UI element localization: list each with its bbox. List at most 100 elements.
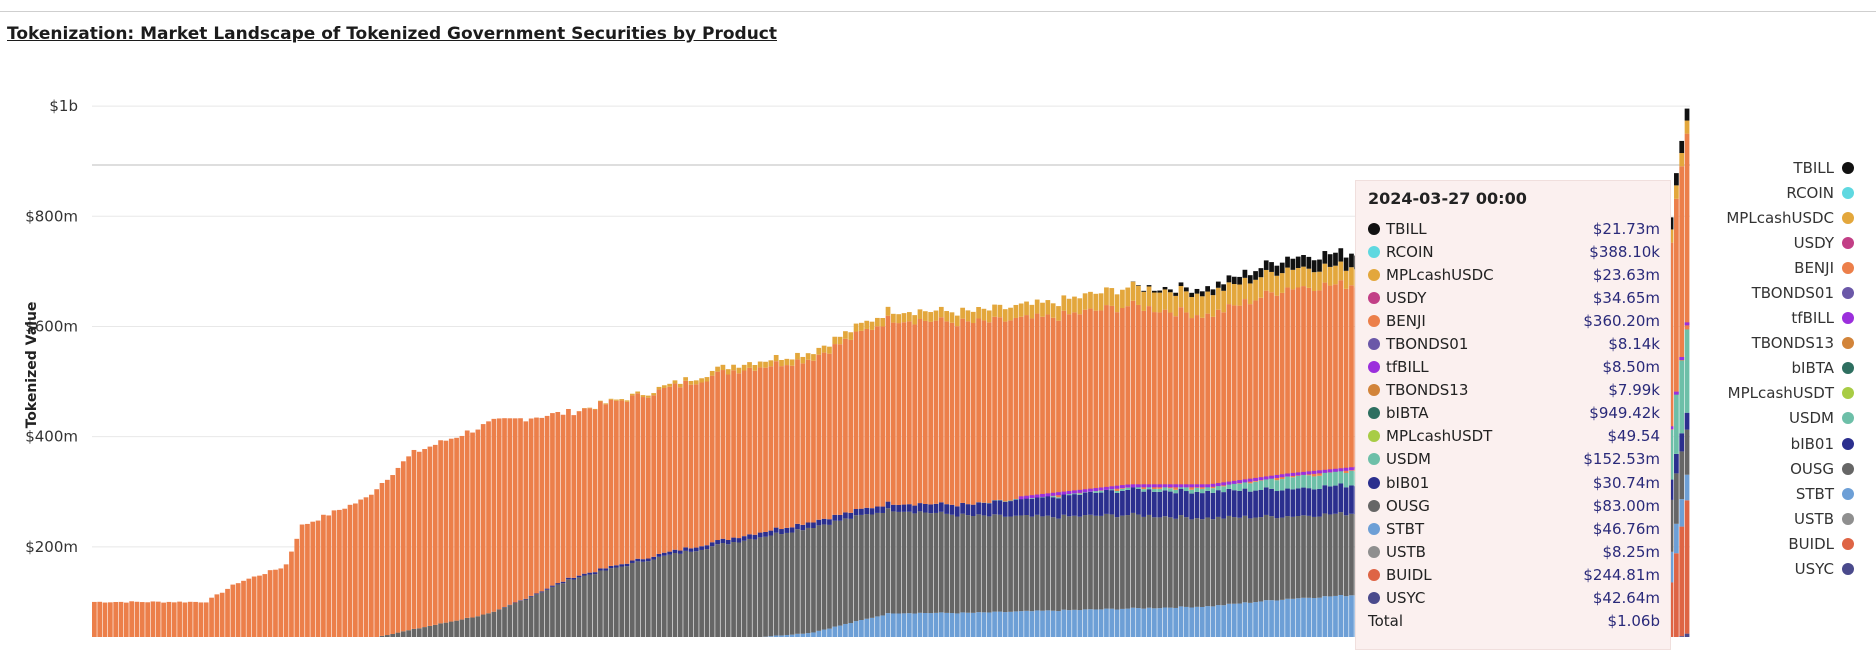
bar-segment-ousg[interactable]	[1147, 515, 1152, 608]
bar-segment-bib01[interactable]	[784, 528, 789, 533]
bar-segment-benji[interactable]	[225, 589, 230, 637]
bar-segment-mpl[interactable]	[635, 392, 640, 394]
bar-segment-tfbill[interactable]	[1322, 470, 1327, 473]
bar-segment-bib01[interactable]	[625, 564, 630, 566]
bar-segment-mpl[interactable]	[731, 365, 736, 371]
bar-segment-tbill[interactable]	[1685, 109, 1690, 121]
bar-segment-ousg[interactable]	[742, 541, 747, 637]
bar-segment-bib01[interactable]	[982, 503, 987, 516]
bar-segment-ousg[interactable]	[886, 508, 891, 613]
bar-segment-mpl[interactable]	[1115, 294, 1120, 312]
bar-segment-ousg[interactable]	[657, 557, 662, 637]
bar-segment-bib01[interactable]	[838, 515, 843, 521]
bar-segment-bib01[interactable]	[699, 546, 704, 550]
bar-segment-tbill[interactable]	[1163, 287, 1168, 289]
bar-segment-benji[interactable]	[630, 395, 635, 560]
bar-segment-bib01[interactable]	[939, 502, 944, 512]
bar-segment-benji[interactable]	[678, 387, 683, 550]
bar-segment-benji[interactable]	[513, 418, 518, 602]
bar-segment-mpl[interactable]	[960, 308, 965, 319]
bar-segment-ousg[interactable]	[1674, 473, 1679, 523]
bar-segment-ousg[interactable]	[966, 515, 971, 613]
bar-segment-bib01[interactable]	[1232, 490, 1237, 517]
bar-segment-ousg[interactable]	[417, 628, 422, 637]
bar-segment-tbill[interactable]	[1338, 248, 1343, 261]
bar-segment-benji[interactable]	[880, 326, 885, 506]
bar-segment-stbt[interactable]	[1280, 600, 1285, 637]
bar-segment-ousg[interactable]	[428, 626, 433, 637]
bar-segment-mpl[interactable]	[1312, 272, 1317, 291]
bar-segment-bib01[interactable]	[1109, 490, 1114, 514]
bar-segment-mpl[interactable]	[955, 316, 960, 327]
bar-segment-tfbill[interactable]	[1152, 484, 1157, 487]
bar-segment-bib01[interactable]	[923, 504, 928, 513]
bar-segment-ousg[interactable]	[1029, 517, 1034, 612]
bar-segment-benji[interactable]	[635, 393, 640, 558]
bar-segment-tfbill[interactable]	[1338, 468, 1343, 471]
bar-segment-mpl[interactable]	[864, 321, 869, 329]
bar-segment-benji[interactable]	[907, 321, 912, 504]
bar-segment-usdm[interactable]	[1099, 491, 1104, 493]
bar-segment-tbill[interactable]	[1312, 260, 1317, 272]
bar-segment-benji[interactable]	[140, 602, 145, 637]
bar-segment-ousg[interactable]	[1248, 518, 1253, 602]
bar-segment-benji[interactable]	[374, 489, 379, 637]
bar-segment-ousg[interactable]	[918, 511, 923, 612]
bar-segment-mpl[interactable]	[710, 371, 715, 376]
bar-segment-bib01[interactable]	[1077, 495, 1082, 517]
bar-segment-bib01[interactable]	[854, 509, 859, 515]
bar-segment-benji[interactable]	[811, 361, 816, 523]
bar-segment-ousg[interactable]	[1093, 516, 1098, 610]
bar-segment-ousg[interactable]	[1003, 517, 1008, 612]
bar-segment-stbt[interactable]	[950, 613, 955, 637]
bar-segment-mpl[interactable]	[1296, 268, 1301, 288]
bar-segment-bib01[interactable]	[1104, 490, 1109, 514]
bar-segment-benji[interactable]	[294, 539, 299, 637]
bar-segment-benji[interactable]	[737, 373, 742, 538]
bar-segment-benji[interactable]	[1248, 304, 1253, 483]
bar-segment-stbt[interactable]	[1344, 596, 1349, 637]
bar-segment-benji[interactable]	[449, 439, 454, 622]
bar-segment-benji[interactable]	[768, 366, 773, 530]
bar-segment-benji[interactable]	[236, 583, 241, 637]
bar-segment-mpl[interactable]	[1275, 276, 1280, 296]
bar-segment-mpl[interactable]	[1338, 262, 1343, 281]
bar-segment-stbt[interactable]	[1008, 612, 1013, 637]
bar-segment-stbt[interactable]	[880, 615, 885, 637]
bar-segment-benji[interactable]	[1317, 290, 1322, 475]
bar-segment-ousg[interactable]	[534, 594, 539, 637]
bar-segment-bib01[interactable]	[678, 551, 683, 554]
bar-segment-usdm[interactable]	[1014, 499, 1019, 500]
bar-segment-benji[interactable]	[337, 510, 342, 637]
bar-segment-mpl[interactable]	[843, 331, 848, 339]
bar-segment-ousg[interactable]	[1269, 516, 1274, 600]
bar-segment-ousg[interactable]	[1179, 515, 1184, 606]
bar-segment-bib01[interactable]	[1227, 489, 1232, 516]
bar-segment-bib01[interactable]	[950, 505, 955, 515]
bar-segment-mpl[interactable]	[896, 314, 901, 323]
bar-segment-ousg[interactable]	[800, 530, 805, 634]
bar-segment-ousg[interactable]	[1088, 515, 1093, 609]
bar-segment-benji[interactable]	[369, 495, 374, 637]
bar-segment-mpl[interactable]	[603, 403, 608, 404]
bar-segment-bib01[interactable]	[987, 503, 992, 516]
bar-segment-ousg[interactable]	[641, 562, 646, 637]
bar-segment-benji[interactable]	[982, 320, 987, 502]
bar-segment-tbill[interactable]	[1189, 293, 1194, 297]
bar-segment-mpl[interactable]	[614, 400, 619, 401]
bar-segment-tfbill[interactable]	[1141, 484, 1146, 487]
bar-segment-benji[interactable]	[561, 415, 566, 582]
bar-segment-benji[interactable]	[1205, 314, 1210, 487]
bar-segment-usdm[interactable]	[1312, 476, 1317, 489]
bar-segment-mpl[interactable]	[816, 348, 821, 355]
bar-segment-ousg[interactable]	[1136, 515, 1141, 608]
bar-segment-bib01[interactable]	[1291, 489, 1296, 516]
bar-segment-mpl[interactable]	[737, 368, 742, 374]
bar-segment-tfbill[interactable]	[1189, 484, 1194, 487]
bar-segment-mpl[interactable]	[1685, 121, 1690, 134]
bar-segment-benji[interactable]	[396, 468, 401, 633]
bar-segment-benji[interactable]	[103, 603, 108, 637]
bar-segment-tfbill[interactable]	[1312, 471, 1317, 474]
bar-segment-ousg[interactable]	[1349, 514, 1354, 596]
bar-segment-tfbill[interactable]	[1221, 482, 1226, 485]
